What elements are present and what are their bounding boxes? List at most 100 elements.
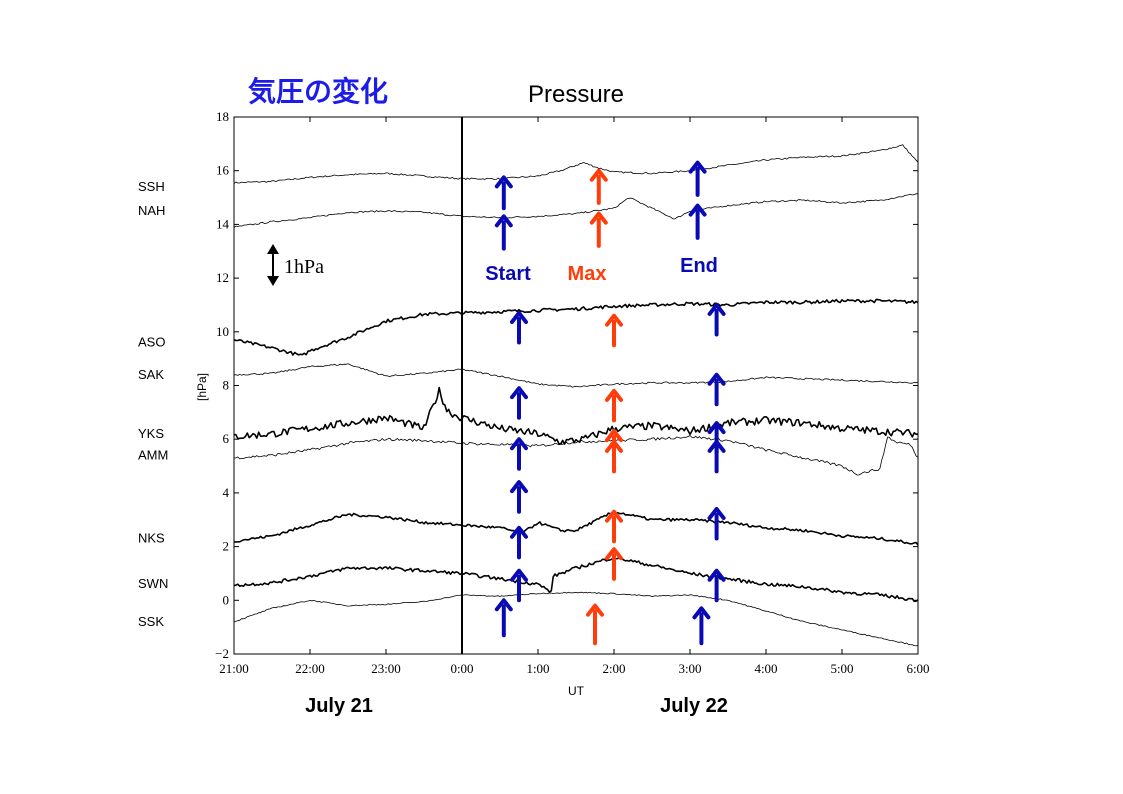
x-tick-label: 4:00 (754, 661, 777, 676)
arrow-head (589, 168, 608, 182)
y-axis-ticks: 18 16 14 12 10 8 6 4 2 0 −2 (215, 109, 918, 661)
y-tick-label: 6 (223, 431, 230, 446)
arrow-head (586, 603, 604, 617)
y-tick-label: 10 (216, 324, 229, 339)
arrow-head (605, 313, 623, 327)
pressure-traces (233, 144, 919, 647)
y-tick-label: 4 (223, 485, 230, 500)
max-arrow-icon (605, 547, 623, 581)
station-labels: SSH NAH ASO SAK YKS AMM NKS SWN SSK (138, 179, 168, 629)
x-tick-label: 2:00 (602, 661, 625, 676)
max-arrow-icon (605, 388, 623, 423)
y-axis-label: [hPa] (195, 373, 209, 401)
x-tick-label: 23:00 (371, 661, 401, 676)
x-axis-ticks: 21:00 22:00 23:00 0:00 1:00 2:00 3:00 4:00 5:00 6… (219, 117, 930, 676)
y-tick-label: 16 (216, 163, 230, 178)
station-label-yks: YKS (138, 426, 164, 441)
trace-aso (233, 298, 919, 356)
trace-ssh (233, 144, 919, 184)
max-arrow-icon (589, 168, 608, 205)
y-tick-label: 14 (216, 216, 230, 231)
arrow-head (605, 439, 623, 453)
start-arrow-icon (510, 525, 528, 560)
date-label-right: July 22 (660, 695, 728, 717)
y-tick-label: 12 (216, 270, 229, 285)
trace-ssk (233, 591, 919, 647)
end-arrow-icon (692, 606, 711, 646)
arrow-head (605, 547, 623, 561)
arrow-head (707, 372, 726, 386)
station-label-sak: SAK (138, 367, 164, 382)
y-tick-label: 2 (223, 539, 230, 554)
end-label: End (680, 255, 718, 277)
station-label-nks: NKS (138, 531, 165, 546)
end-arrow-icon (688, 203, 707, 240)
arrow-head (494, 175, 513, 189)
station-label-aso: ASO (138, 335, 165, 350)
scale-arrow-down-icon (267, 276, 279, 286)
arrow-head (510, 437, 528, 451)
station-label-swn: SWN (138, 576, 168, 591)
start-arrow-icon (510, 437, 528, 471)
scale-arrow-up-icon (267, 244, 279, 254)
station-label-amm: AMM (138, 447, 168, 462)
y-tick-label: −2 (215, 646, 229, 661)
end-arrow-icon (707, 439, 726, 474)
arrow-head (605, 429, 623, 443)
station-label-ssh: SSH (138, 179, 165, 194)
end-arrow-icon (707, 302, 726, 337)
x-axis-label: UT (568, 684, 585, 698)
start-arrow-icon (510, 480, 528, 514)
start-arrow-icon (494, 175, 513, 211)
x-tick-label: 3:00 (678, 661, 701, 676)
trace-nks (233, 510, 919, 546)
event-arrows (494, 160, 726, 646)
japanese-title: 気圧の変化 (248, 75, 388, 108)
end-arrow-icon (688, 160, 707, 197)
max-arrow-icon (605, 509, 623, 544)
trace-yks (234, 386, 919, 445)
max-arrow-icon (589, 211, 608, 248)
arrow-head (707, 302, 726, 316)
max-arrow-icon (586, 603, 604, 646)
station-label-ssk: SSK (138, 614, 164, 629)
date-label-left: July 21 (305, 695, 373, 717)
scale-label: 1hPa (284, 256, 324, 278)
x-tick-label: 1:00 (526, 661, 549, 676)
end-arrow-icon (707, 372, 726, 407)
arrow-head (494, 598, 513, 612)
arrow-head (692, 606, 711, 620)
arrow-head (510, 525, 528, 539)
max-label: Max (568, 263, 607, 285)
start-arrow-icon (510, 386, 528, 420)
arrow-head (510, 568, 528, 582)
end-arrow-icon (707, 507, 726, 541)
plot-frame (233, 116, 919, 655)
plot-border (233, 116, 919, 655)
arrow-head (510, 480, 528, 494)
max-arrow-icon (605, 313, 623, 348)
x-tick-label: 6:00 (906, 661, 929, 676)
arrow-head (707, 568, 726, 582)
trace-swn (233, 556, 919, 603)
arrow-head (589, 211, 608, 225)
arrow-head (707, 421, 726, 435)
arrow-head (510, 386, 528, 400)
start-arrow-icon (510, 568, 528, 603)
arrow-head (688, 203, 707, 217)
x-tick-label: 5:00 (830, 661, 853, 676)
arrow-head (688, 160, 707, 174)
start-arrow-icon (494, 598, 513, 638)
start-arrow-icon (494, 214, 513, 251)
start-label: Start (485, 263, 531, 285)
chart-title: Pressure (528, 81, 624, 108)
trace-amm (233, 435, 919, 476)
trace-nah (233, 193, 919, 229)
scale-indicator: 1hPa (267, 244, 324, 286)
start-arrow-icon (510, 311, 528, 345)
y-tick-label: 18 (216, 109, 229, 124)
station-label-nah: NAH (138, 203, 165, 218)
x-tick-label: 0:00 (450, 661, 473, 676)
x-tick-label: 21:00 (219, 661, 249, 676)
